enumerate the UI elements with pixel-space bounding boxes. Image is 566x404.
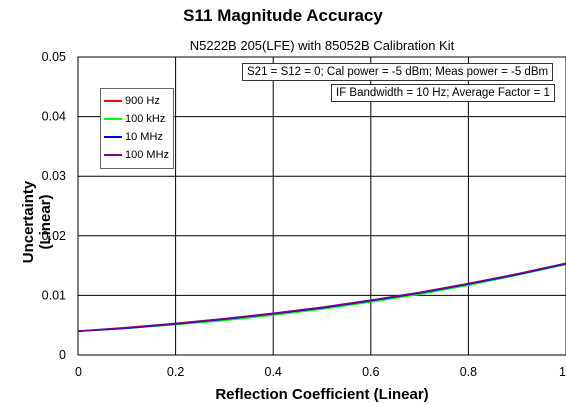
x-axis-label: Reflection Coefficient (Linear) xyxy=(215,386,429,403)
legend-item-100khz: 100 kHz xyxy=(101,110,173,128)
y-tick-label: 0 xyxy=(59,348,66,362)
grid xyxy=(78,57,566,355)
x-tick-label: 0 xyxy=(75,365,82,379)
legend-swatch-900hz xyxy=(104,100,122,102)
y-tick-labels: 0 0.01 0.02 0.03 0.04 0.05 xyxy=(42,50,66,362)
x-tick-label: 0.6 xyxy=(362,365,379,379)
chart-title: S11 Magnitude Accuracy xyxy=(183,6,383,25)
y-axis-label: Uncertainty (Linear) xyxy=(20,180,54,264)
y-tick-label: 0.05 xyxy=(42,50,66,64)
series-lines xyxy=(77,262,566,332)
x-tick-label: 0.4 xyxy=(265,365,282,379)
y-tick-label: 0.04 xyxy=(42,110,66,124)
y-tick-label: 0.01 xyxy=(42,288,66,302)
legend-item-10mhz: 10 MHz xyxy=(101,128,173,146)
legend-label-100mhz: 100 MHz xyxy=(125,149,170,161)
legend-swatch-10mhz xyxy=(104,136,122,138)
legend-label-100khz: 100 kHz xyxy=(125,113,166,125)
x-tick-label: 0.8 xyxy=(460,365,477,379)
y-tick-label: 0.03 xyxy=(42,169,66,183)
legend-label-10mhz: 10 MHz xyxy=(125,131,163,143)
y-tick-label: 0.02 xyxy=(42,229,66,243)
legend-swatch-100mhz xyxy=(104,154,122,156)
annotation-if-bandwidth: IF Bandwidth = 10 Hz; Average Factor = 1 xyxy=(331,84,555,102)
x-tick-labels: 0 0.2 0.4 0.6 0.8 1 xyxy=(75,365,566,379)
legend-item-900hz: 900 Hz xyxy=(101,92,173,110)
legend-label-900hz: 900 Hz xyxy=(125,95,160,107)
series-line-100mhz xyxy=(77,262,566,332)
legend: 900 Hz 100 kHz 10 MHz 100 MHz xyxy=(100,88,174,169)
annotation-conditions: S21 = S12 = 0; Cal power = -5 dBm; Meas … xyxy=(242,63,554,81)
legend-item-100mhz: 100 MHz xyxy=(101,146,173,164)
x-tick-label: 1 xyxy=(559,365,566,379)
chart-subtitle: N5222B 205(LFE) with 85052B Calibration … xyxy=(189,38,455,53)
legend-swatch-100khz xyxy=(104,118,122,120)
x-tick-label: 0.2 xyxy=(167,365,184,379)
